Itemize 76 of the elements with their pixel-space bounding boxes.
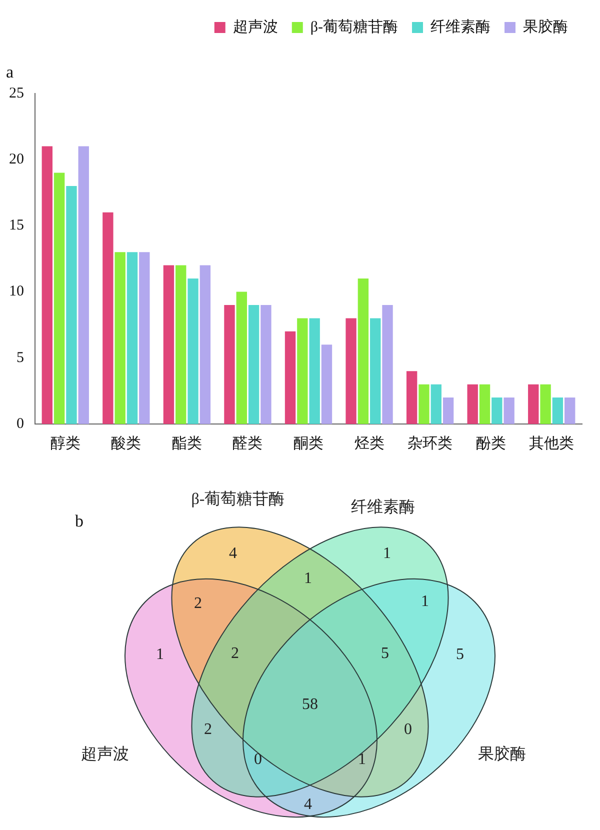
bar xyxy=(504,398,514,424)
text: 5 xyxy=(456,646,464,664)
text: 0 xyxy=(254,751,262,768)
x-tick-label: 烃类 xyxy=(354,434,384,452)
text: 2 xyxy=(204,721,212,738)
x-tick-label: 其他类 xyxy=(529,434,574,452)
bar xyxy=(248,304,260,424)
text: b xyxy=(75,512,84,531)
text: 果胶酶 xyxy=(478,745,526,764)
y-tick-label: 25 xyxy=(9,85,24,102)
bar xyxy=(467,384,478,424)
text: 1 xyxy=(304,570,312,588)
bar xyxy=(236,292,247,424)
y-tick-label: 10 xyxy=(9,284,24,300)
legend-label: 纤维素酶 xyxy=(430,18,490,36)
x-tick-label: 杂环类 xyxy=(408,434,453,452)
bar xyxy=(284,331,296,424)
bar xyxy=(406,371,418,424)
x-tick-label: 醇类 xyxy=(50,434,80,452)
bar xyxy=(163,265,174,424)
legend-label: 超声波 xyxy=(232,18,278,36)
chart-title: a xyxy=(6,62,14,82)
bar xyxy=(114,252,126,424)
bar xyxy=(176,265,186,424)
text: 4 xyxy=(304,796,312,814)
legend-label: β-葡萄糖苷酶 xyxy=(310,18,398,36)
bar xyxy=(42,146,53,424)
bar xyxy=(260,304,272,424)
bar xyxy=(297,318,308,424)
bar xyxy=(492,398,502,424)
text: 1 xyxy=(383,545,391,562)
text: 1 xyxy=(156,646,164,664)
text: β-葡萄糖苷酶 xyxy=(191,490,285,508)
bar xyxy=(358,278,369,424)
text: 58 xyxy=(302,696,318,714)
bar xyxy=(430,384,442,424)
text: 纤维素酶 xyxy=(351,498,415,516)
x-tick-label: 酮类 xyxy=(294,434,324,452)
text: 2 xyxy=(194,595,202,612)
y-tick-label: 5 xyxy=(16,350,24,366)
legend-label: 果胶酶 xyxy=(523,18,568,36)
bar xyxy=(102,212,114,424)
bar xyxy=(139,252,150,424)
bar xyxy=(564,398,576,424)
text: 0 xyxy=(404,721,412,738)
text: 超声波 xyxy=(81,745,129,764)
bar xyxy=(200,265,211,424)
text: 1 xyxy=(358,751,366,768)
bar xyxy=(528,384,539,424)
text: 1 xyxy=(421,593,429,610)
text: 5 xyxy=(381,645,389,662)
bar xyxy=(540,384,551,424)
bar xyxy=(346,318,356,424)
bar xyxy=(382,304,393,424)
text: 4 xyxy=(229,545,237,562)
bar xyxy=(442,398,454,424)
x-tick-label: 酯类 xyxy=(172,434,202,452)
y-tick-label: 15 xyxy=(9,218,24,234)
bar xyxy=(126,252,138,424)
bar xyxy=(552,398,564,424)
x-tick-label: 酚类 xyxy=(476,434,506,452)
bar xyxy=(78,146,89,424)
y-tick-label: 20 xyxy=(9,151,24,168)
bar xyxy=(418,384,430,424)
bar xyxy=(479,384,490,424)
bar xyxy=(309,318,320,424)
bar xyxy=(66,186,77,424)
y-tick-label: 0 xyxy=(16,416,24,432)
bar xyxy=(370,318,381,424)
x-tick-label: 醛类 xyxy=(232,434,263,452)
bar xyxy=(54,172,65,424)
bar xyxy=(224,304,235,424)
bar xyxy=(321,344,332,424)
x-tick-label: 酸类 xyxy=(111,434,142,452)
text: 2 xyxy=(231,645,239,662)
bar xyxy=(188,278,198,424)
